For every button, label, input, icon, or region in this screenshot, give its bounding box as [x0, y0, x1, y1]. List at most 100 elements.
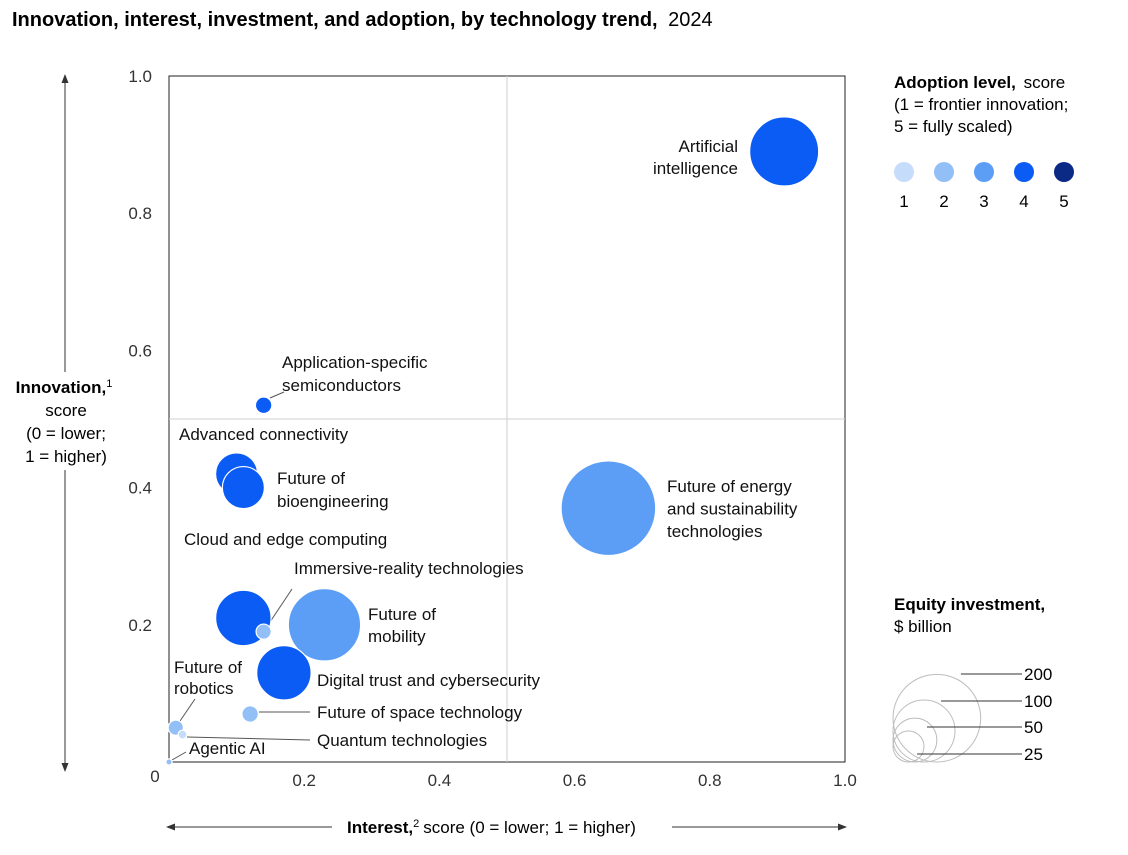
bubble-future-of-bioengineering: [221, 465, 265, 510]
label-line: Future of space technology: [317, 703, 523, 722]
x-axis-ticks: 0.2 0.4 0.6 0.8 1.0: [292, 771, 856, 790]
label-future-of-mobility: Future of mobility: [368, 605, 436, 646]
bubble-application-specific-semiconductors: [254, 396, 273, 415]
label-line: technologies: [667, 522, 762, 541]
label-line: Application-specific: [282, 353, 428, 372]
label-line: Future of: [277, 469, 345, 488]
bubble-future-of-mobility: [287, 588, 362, 662]
adoption-legend-line-2: 5 = fully scaled): [894, 117, 1013, 136]
label-digital-trust-and-cybersecurity: Digital trust and cybersecurity: [317, 671, 540, 690]
adoption-swatch-2: [934, 162, 954, 182]
size-label-100: 100: [1024, 692, 1052, 711]
size-label-50: 50: [1024, 718, 1043, 737]
adoption-legend-line-1: (1 = frontier innovation;: [894, 95, 1068, 114]
size-legend-subtitle: $ billion: [894, 617, 952, 636]
x-axis-title-sup: 2: [413, 818, 419, 830]
label-future-of-bioengineering: Future of bioengineering: [277, 469, 389, 511]
adoption-swatch-label: 4: [1019, 192, 1028, 211]
x-tick-label: 0.2: [292, 771, 316, 790]
adoption-swatch-label: 2: [939, 192, 948, 211]
label-line: Future of: [174, 658, 242, 677]
label-artificial-intelligence: Artificial intelligence: [653, 137, 738, 178]
leader-application-specific-semiconductors: [269, 391, 285, 399]
bubble-digital-trust-and-cybersecurity: [256, 645, 312, 701]
size-circle-100: [892, 699, 956, 763]
y-axis-title-sup: 1: [106, 378, 112, 390]
x-tick-label: 1.0: [833, 771, 857, 790]
label-advanced-connectivity: Advanced connectivity: [179, 425, 349, 444]
x-axis-title-bold: Interest,: [347, 818, 413, 837]
leader-future-of-robotics: [179, 698, 196, 722]
size-legend-title: Equity investment,: [894, 595, 1045, 614]
label-line: Agentic AI: [189, 739, 266, 758]
adoption-swatch-5: [1054, 162, 1074, 182]
label-quantum-technologies: Quantum technologies: [317, 731, 487, 750]
label-line: Immersive-reality technologies: [294, 559, 524, 578]
chart-title: Innovation, interest, investment, and ad…: [12, 9, 713, 31]
y-axis-title-bold: Innovation,: [16, 378, 107, 397]
origin-label: 0: [150, 767, 159, 786]
size-legend-circles: 200 100 50 25: [892, 665, 1052, 764]
label-line: Future of: [368, 605, 436, 624]
adoption-swatch-label: 5: [1059, 192, 1068, 211]
label-line: Quantum technologies: [317, 731, 487, 750]
y-tick-label: 0.2: [128, 616, 152, 635]
chart-title-year: 2024: [668, 9, 713, 31]
x-axis-title: Interest,2 score (0 = lower; 1 = higher): [347, 818, 636, 837]
y-axis-title-line-3: 1 = higher): [25, 447, 107, 466]
size-label-200: 200: [1024, 665, 1052, 684]
y-axis-title: Innovation,1: [16, 378, 113, 397]
label-future-of-robotics: Future of robotics: [174, 658, 242, 698]
y-tick-label: 0.6: [128, 341, 152, 360]
label-line: and sustainability: [667, 500, 798, 519]
size-circle-25: [892, 730, 925, 763]
adoption-legend-title: Adoption level, score: [894, 73, 1065, 92]
x-tick-label: 0.6: [563, 771, 587, 790]
label-line: semiconductors: [282, 376, 401, 395]
bubble-labels: Artificial intelligence Application-specif…: [174, 137, 798, 758]
label-line: Artificial: [678, 137, 738, 156]
label-line: robotics: [174, 679, 234, 698]
y-axis-ticks: 0.2 0.4 0.6 0.8 1.0: [128, 67, 152, 635]
x-tick-label: 0.4: [428, 771, 452, 790]
y-axis-title-line-1: score: [45, 401, 87, 420]
adoption-legend-title-bold: Adoption level,: [894, 73, 1016, 92]
bubble-future-of-space-technology: [241, 705, 259, 723]
label-line: intelligence: [653, 159, 738, 178]
y-tick-label: 1.0: [128, 67, 152, 86]
bubble-artificial-intelligence: [749, 116, 820, 187]
size-legend: Equity investment, $ billion 200 100 50 25: [892, 595, 1052, 764]
leader-lines: [171, 391, 311, 761]
label-future-of-energy-and-sustainability-technologies: Future of energy and sustainability techno…: [667, 477, 798, 541]
label-agentic-ai: Agentic AI: [189, 739, 266, 758]
bubble-agentic-ai: [165, 758, 173, 766]
label-line: Future of energy: [667, 477, 792, 496]
leader-agentic-ai: [171, 751, 187, 761]
label-line: Advanced connectivity: [179, 425, 349, 444]
size-circle-200: [892, 673, 982, 763]
size-circle-50: [892, 717, 938, 763]
bubbles: [165, 116, 820, 766]
leader-immersive-reality-technologies: [267, 588, 293, 626]
label-line: mobility: [368, 627, 426, 646]
label-application-specific-semiconductors: Application-specific semiconductors: [282, 353, 428, 395]
chart-title-main: Innovation, interest, investment, and ad…: [12, 9, 658, 31]
adoption-swatch-label: 3: [979, 192, 988, 211]
label-line: Digital trust and cybersecurity: [317, 671, 540, 690]
y-tick-label: 0.4: [128, 479, 152, 498]
label-cloud-and-edge-computing: Cloud and edge computing: [184, 530, 387, 549]
adoption-swatch-1: [894, 162, 914, 182]
adoption-legend: Adoption level, score (1 = frontier inno…: [894, 73, 1074, 211]
label-line: Cloud and edge computing: [184, 530, 387, 549]
adoption-legend-swatches: 1 2 3 4 5: [894, 162, 1074, 211]
x-axis-title-rest: score (0 = lower; 1 = higher): [423, 818, 636, 837]
y-tick-label: 0.8: [128, 204, 152, 223]
y-axis-title-line-2: (0 = lower;: [26, 424, 106, 443]
adoption-swatch-label: 1: [899, 192, 908, 211]
label-line: bioengineering: [277, 492, 389, 511]
bubble-future-of-energy-and-sustainability-technologies: [560, 460, 657, 557]
size-label-25: 25: [1024, 745, 1043, 764]
adoption-legend-title-rest: score: [1024, 73, 1066, 92]
bubble-immersive-reality-technologies: [255, 623, 272, 640]
